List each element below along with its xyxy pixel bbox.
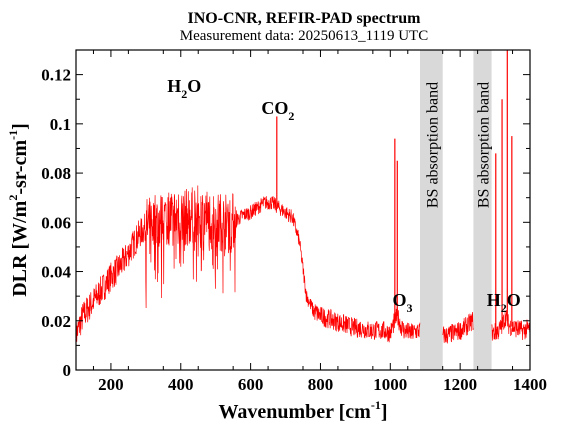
x-axis-label-end: ] <box>381 401 388 423</box>
x-tick-label: 400 <box>168 375 194 394</box>
y-axis-label: DLR [W/m2-sr-cm-1] <box>6 123 31 297</box>
y-tick-label: 0.04 <box>41 263 71 282</box>
x-tick-label: 1000 <box>373 375 407 394</box>
chart-annotations: H2O CO2 O3 H2O <box>167 76 521 315</box>
x-tick-label: 200 <box>98 375 124 394</box>
absorption-band-label-1: BS absorption band <box>476 82 493 208</box>
x-axis-label-sup: -1 <box>371 398 381 412</box>
y-tick-label: 0.02 <box>41 312 71 331</box>
x-tick-label: 800 <box>308 375 334 394</box>
annotation-2: O3 <box>393 290 413 315</box>
x-tick-label: 600 <box>238 375 264 394</box>
chart-subtitle: Measurement data: 20250613_1119 UTC <box>180 28 428 44</box>
absorption-bands: BS absorption band BS absorption band <box>419 50 493 370</box>
y-tick-label: 0 <box>63 361 72 380</box>
y-axis-label-c: ] <box>9 123 31 130</box>
y-axis-label-sup1: 2 <box>6 195 20 201</box>
y-tick-label: 0.1 <box>50 115 71 134</box>
y-axis-label-sup2: -1 <box>6 130 20 140</box>
axis-tick-labels: 200 400 600 800 1000 1200 1400 0 0.02 0.04 0.06 0.0… <box>41 66 547 394</box>
x-tick-label: 1200 <box>443 375 477 394</box>
y-tick-label: 0.12 <box>41 66 71 85</box>
absorption-band-0 <box>419 50 443 370</box>
x-axis-label-main: Wavenumber [cm <box>218 401 371 423</box>
annotation-3: H2O <box>487 290 521 315</box>
y-tick-label: 0.06 <box>41 213 71 232</box>
annotation-1: CO2 <box>261 98 294 123</box>
y-axis-label-b: -sr-cm <box>9 140 31 195</box>
x-tick-label: 1400 <box>513 375 547 394</box>
annotation-0: H2O <box>167 76 201 101</box>
chart-title: INO-CNR, REFIR-PAD spectrum <box>187 10 421 27</box>
y-tick-label: 0.08 <box>41 164 71 183</box>
x-axis-label: Wavenumber [cm-1] <box>218 398 387 423</box>
y-axis-label-a: DLR [W/m <box>9 200 31 296</box>
absorption-band-label-0: BS absorption band <box>424 82 441 208</box>
absorption-band-1 <box>473 50 492 370</box>
spectrum-series <box>75 50 531 351</box>
axis-ticks <box>76 50 531 371</box>
spectrum-line <box>75 185 531 351</box>
